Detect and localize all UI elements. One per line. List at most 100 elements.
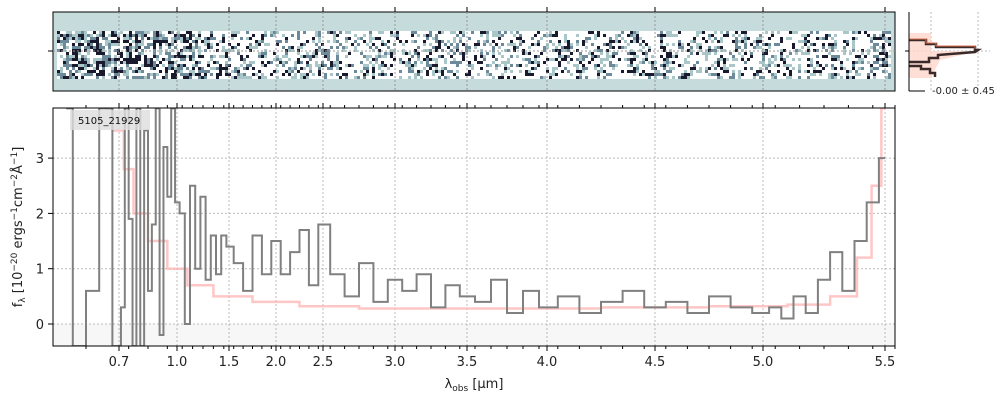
spectrum-pixel	[459, 37, 462, 40]
spectrum-pixel	[255, 64, 258, 67]
spectrum-pixel	[888, 64, 891, 67]
spectrum-pixel	[171, 55, 174, 58]
spectrum-pixel	[93, 73, 96, 76]
spectrum-pixel	[72, 64, 75, 67]
spectrum-pixel	[732, 58, 735, 61]
spectrum-pixel	[726, 52, 729, 55]
spectrum-pixel	[816, 46, 819, 49]
spectrum-pixel	[669, 40, 672, 43]
spectrum-pixel	[672, 31, 675, 34]
spectrum-pixel	[357, 52, 360, 55]
spectrum-pixel	[666, 70, 669, 73]
spectrum-pixel	[459, 67, 462, 70]
spectrum-pixel	[402, 31, 405, 34]
spectrum-pixel	[513, 40, 516, 43]
spectrum-pixel	[69, 70, 72, 73]
spectrum-pixel	[90, 40, 93, 43]
spectrum-pixel	[192, 76, 195, 79]
spectrum-pixel	[492, 67, 495, 70]
spectrum-pixel	[147, 43, 150, 46]
spectrum-pixel	[393, 70, 396, 73]
spectrum-pixel	[624, 64, 627, 67]
spectrum-pixel	[831, 46, 834, 49]
spectrum-pixel	[750, 55, 753, 58]
spectrum-pixel	[195, 31, 198, 34]
spectrum-pixel	[90, 64, 93, 67]
spectrum-pixel	[456, 67, 459, 70]
spectrum-pixel	[174, 70, 177, 73]
spectrum-pixel	[123, 70, 126, 73]
spectrum-pixel	[99, 55, 102, 58]
spectrum-pixel	[645, 55, 648, 58]
spectrum-pixel	[651, 76, 654, 79]
spectrum-pixel	[615, 70, 618, 73]
spectrum-pixel	[369, 70, 372, 73]
spectrum-pixel	[870, 55, 873, 58]
spectrum-pixel	[246, 31, 249, 34]
spectrum-pixel	[300, 61, 303, 64]
spectrum-pixel	[639, 73, 642, 76]
spectrum-pixel	[870, 43, 873, 46]
spectrum-pixel	[105, 46, 108, 49]
spectrum-pixel	[177, 58, 180, 61]
spectrum-pixel	[432, 67, 435, 70]
spectrum-pixel	[687, 55, 690, 58]
spectrum-pixel	[420, 43, 423, 46]
spectrum-pixel	[141, 52, 144, 55]
spectrum-pixel	[756, 61, 759, 64]
spectrum-pixel	[201, 46, 204, 49]
spectrum-pixel	[168, 64, 171, 67]
spectrum-pixel	[147, 76, 150, 79]
spectrum-pixel	[579, 34, 582, 37]
spectrum-pixel	[120, 76, 123, 79]
spectrum-pixel	[603, 49, 606, 52]
spectrum-pixel	[198, 76, 201, 79]
spectrum-pixel	[153, 52, 156, 55]
spectrum-pixel	[261, 31, 264, 34]
spectrum-pixel	[222, 40, 225, 43]
spectrum-pixel	[159, 40, 162, 43]
spectrum-pixel	[534, 37, 537, 40]
spectrum-pixel	[687, 34, 690, 37]
spectrum-pixel	[822, 70, 825, 73]
spectrum-pixel	[732, 31, 735, 34]
spectrum-pixel	[603, 70, 606, 73]
spectrum-pixel	[375, 73, 378, 76]
spectrum-pixel	[243, 76, 246, 79]
spectrum-pixel	[777, 31, 780, 34]
spectrum-pixel	[249, 46, 252, 49]
spectrum-pixel	[99, 43, 102, 46]
spectrum-pixel	[84, 31, 87, 34]
spectrum-pixel	[411, 52, 414, 55]
spectrum-pixel	[720, 40, 723, 43]
spectrum-pixel	[714, 34, 717, 37]
spectrum-pixel	[126, 73, 129, 76]
spectrum-pixel	[708, 46, 711, 49]
spectrum-pixel	[69, 34, 72, 37]
spectrum-pixel	[84, 76, 87, 79]
spectrum-pixel	[177, 43, 180, 46]
spectrum-pixel	[276, 55, 279, 58]
spectrum-pixel	[702, 76, 705, 79]
spectrum-pixel	[438, 76, 441, 79]
spectrum-pixel	[540, 31, 543, 34]
spectrum-pixel	[801, 52, 804, 55]
spectrum-pixel	[786, 64, 789, 67]
spectrum-pixel	[318, 61, 321, 64]
spectrum-pixel	[267, 46, 270, 49]
spectrum-pixel	[153, 34, 156, 37]
spectrum-pixel	[858, 34, 861, 37]
spectrum-pixel	[297, 58, 300, 61]
spectrum-pixel	[318, 49, 321, 52]
spectrum-pixel	[420, 73, 423, 76]
spectrum-pixel	[207, 31, 210, 34]
spectrum-pixel	[573, 64, 576, 67]
spectrum-pixel	[120, 70, 123, 73]
spectrum-pixel	[621, 67, 624, 70]
spectrum-pixel	[597, 43, 600, 46]
spectrum-pixel	[159, 73, 162, 76]
spectrum-pixel	[795, 70, 798, 73]
spectrum-pixel	[468, 73, 471, 76]
spectrum-pixel	[477, 40, 480, 43]
spectrum-pixel	[837, 55, 840, 58]
